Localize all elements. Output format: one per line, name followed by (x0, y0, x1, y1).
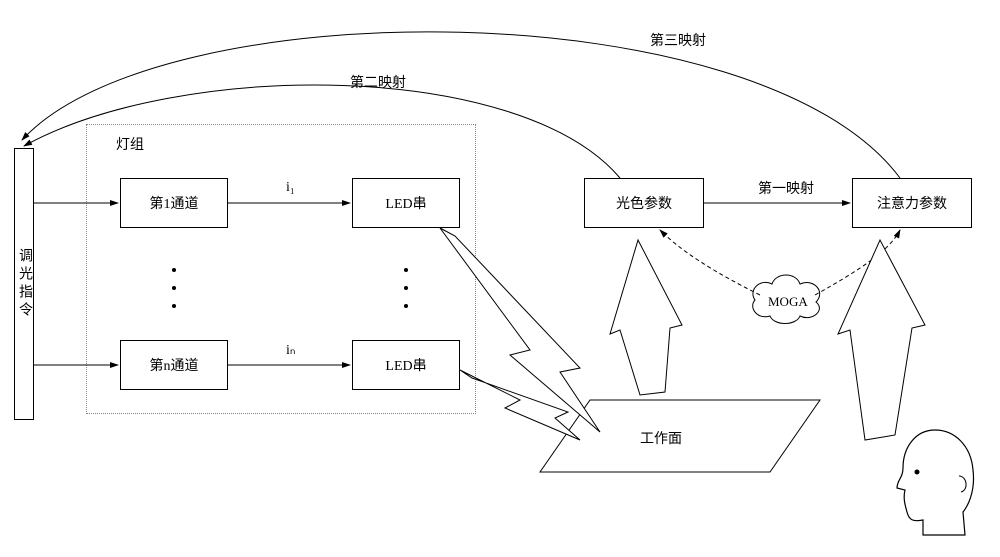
led-string-n-box: LED串 (352, 340, 460, 390)
light-color-params-label: 光色参数 (616, 193, 672, 213)
led-string-n-label: LED串 (385, 355, 426, 375)
led-string-1-box: LED串 (352, 178, 460, 228)
channel-n-label: 第n通道 (150, 355, 199, 375)
attention-params-box: 注意力参数 (852, 178, 972, 228)
moga-label: MOGA (768, 294, 808, 310)
led-string-1-label: LED串 (385, 193, 426, 213)
moga-arrow-right (815, 230, 900, 295)
head-icon (897, 430, 974, 535)
lightning-icon-2 (460, 370, 580, 440)
channel-n-box: 第n通道 (120, 340, 228, 390)
i1-label: i₁ (286, 180, 295, 196)
light-color-params-box: 光色参数 (584, 178, 704, 228)
channel-1-label: 第1通道 (150, 193, 199, 213)
attention-params-label: 注意力参数 (877, 193, 947, 213)
mapping-2-label: 第二映射 (350, 72, 406, 92)
big-arrow-left (610, 240, 682, 395)
dimming-command-box: 调光指令 (14, 148, 34, 420)
big-arrow-right (838, 240, 925, 440)
dimming-command-label: 调光指令 (14, 248, 34, 320)
lamp-group-label: 灯组 (116, 134, 144, 154)
work-surface-label: 工作面 (640, 428, 682, 448)
channel-1-box: 第1通道 (120, 178, 228, 228)
mapping-3-label: 第三映射 (650, 30, 706, 50)
mapping-1-label: 第一映射 (758, 178, 814, 198)
in-label: iₙ (286, 342, 295, 359)
moga-arrow-left (660, 230, 760, 295)
